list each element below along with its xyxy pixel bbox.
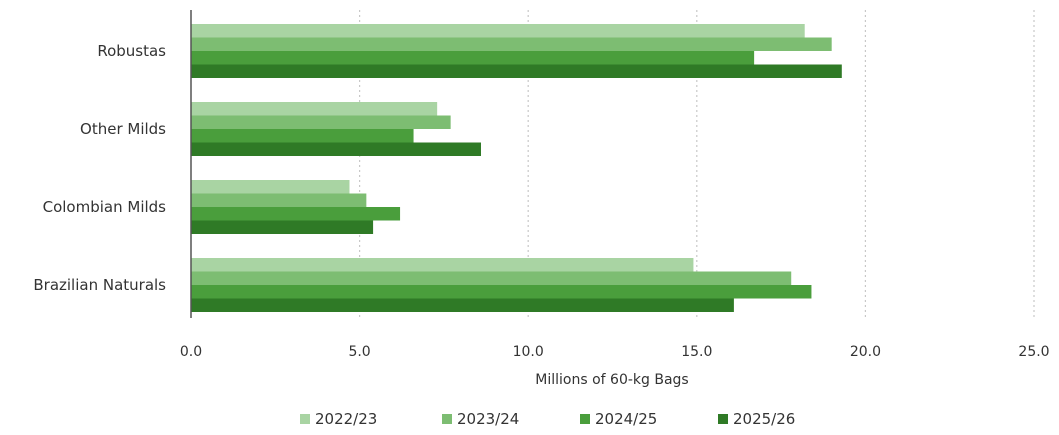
legend-swatch: [718, 414, 728, 424]
legend-swatch: [580, 414, 590, 424]
bar: [191, 115, 451, 129]
bar: [191, 271, 792, 285]
bars-layer: [191, 24, 842, 312]
legend-swatch: [300, 414, 310, 424]
bar: [191, 142, 481, 156]
legend-label: 2025/26: [733, 410, 795, 428]
legend-swatch: [442, 414, 452, 424]
x-tick-label: 10.0: [513, 344, 544, 360]
bar: [191, 285, 812, 299]
x-axis-title: Millions of 60-kg Bags: [535, 372, 688, 388]
bar: [191, 64, 842, 78]
category-label: Brazilian Naturals: [33, 276, 166, 294]
category-label: Other Milds: [80, 120, 166, 138]
bar: [191, 207, 401, 221]
axis-layer: 0.0 5.0 10.0 15.0 20.0 25.0 Robustas Other Mild…: [33, 10, 1050, 360]
bar: [191, 24, 805, 38]
bar: [191, 180, 350, 194]
bar: [191, 258, 694, 272]
legend-label: 2023/24: [457, 410, 519, 428]
x-tick-label: 20.0: [850, 344, 881, 360]
x-tick-label: 0.0: [180, 344, 202, 360]
category-label: Colombian Milds: [43, 198, 167, 216]
bar: [191, 37, 832, 51]
x-tick-label: 5.0: [348, 344, 370, 360]
bar: [191, 51, 755, 65]
legend: 2022/23 2023/24 2024/25 2025/26: [300, 410, 795, 428]
bar: [191, 129, 414, 143]
bar: [191, 102, 438, 116]
legend-label: 2024/25: [595, 410, 657, 428]
bar: [191, 220, 374, 234]
x-tick-label: 25.0: [1018, 344, 1049, 360]
bar: [191, 298, 734, 312]
legend-label: 2022/23: [315, 410, 377, 428]
x-tick-label: 15.0: [681, 344, 712, 360]
bar: [191, 193, 367, 207]
category-label: Robustas: [97, 42, 166, 60]
